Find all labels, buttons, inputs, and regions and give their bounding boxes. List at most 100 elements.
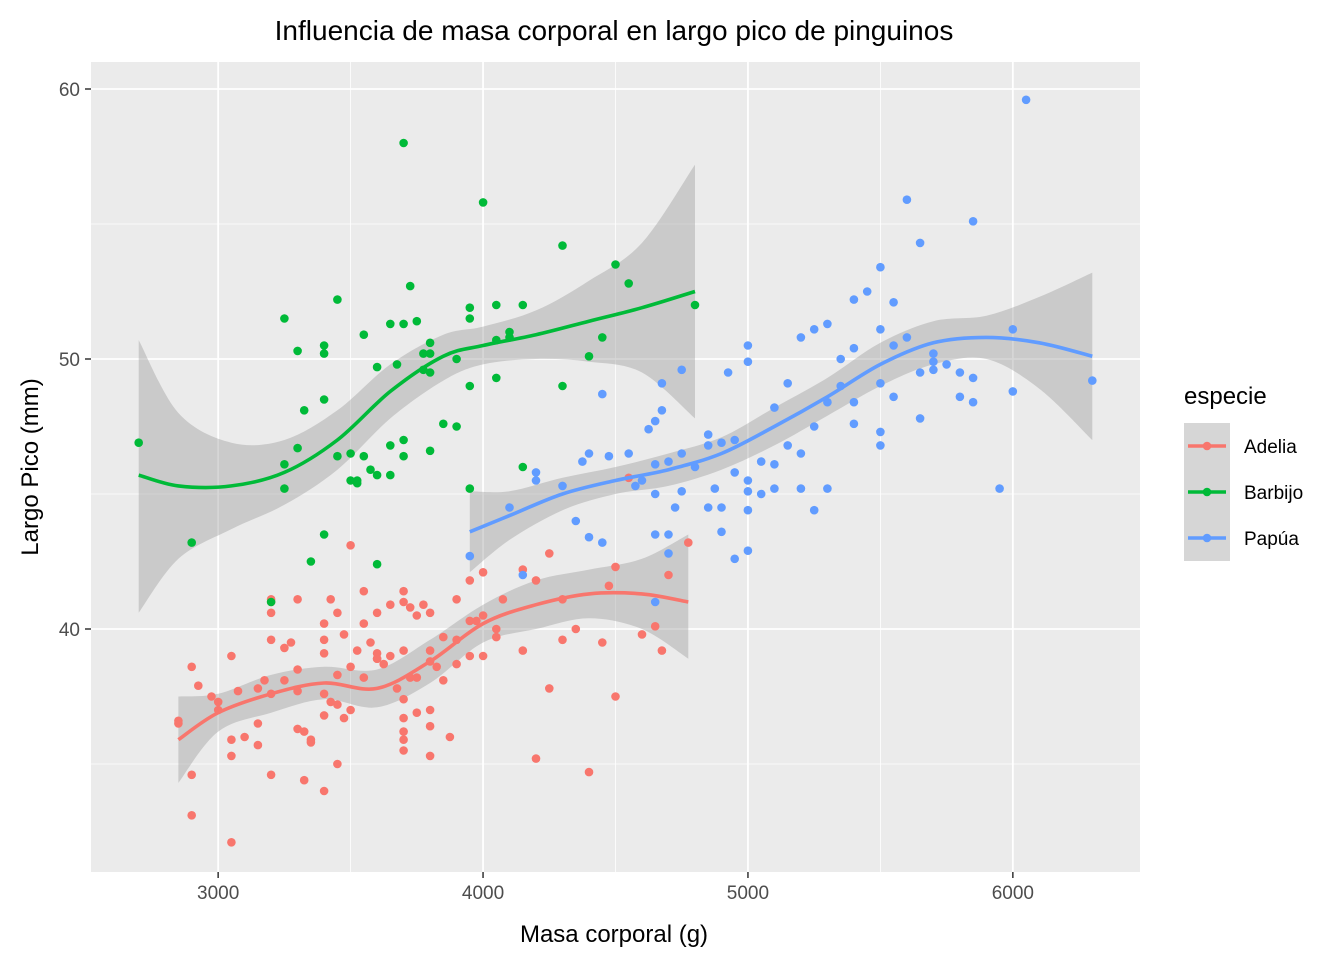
point-adelia	[465, 651, 475, 661]
point-adelia	[299, 775, 309, 785]
point-barbijo	[405, 281, 415, 291]
point-adelia	[425, 646, 435, 655]
point-adelia	[478, 611, 488, 620]
point-papua	[584, 532, 594, 542]
point-adelia	[299, 727, 309, 736]
point-adelia	[194, 681, 203, 690]
point-barbijo	[280, 484, 289, 493]
point-barbijo	[319, 395, 329, 404]
point-papua	[531, 476, 541, 485]
point-papua	[770, 484, 779, 493]
x-tick-label: 3000	[197, 883, 239, 904]
point-papua	[836, 354, 845, 364]
legend-keys: Adelia Barbijo Papúa	[1184, 423, 1303, 561]
point-papua	[723, 368, 733, 377]
point-barbijo	[399, 319, 408, 329]
point-barbijo	[333, 295, 342, 304]
point-papua	[915, 368, 925, 377]
point-papua	[730, 468, 739, 477]
point-barbijo	[346, 449, 355, 458]
point-papua	[677, 449, 686, 458]
point-barbijo	[452, 354, 461, 364]
point-papua	[1088, 376, 1097, 385]
point-papua	[717, 438, 726, 448]
point-papua	[929, 349, 938, 358]
point-adelia	[425, 608, 435, 618]
point-barbijo	[439, 419, 448, 429]
point-papua	[796, 333, 806, 342]
point-papua	[531, 468, 541, 477]
point-adelia	[379, 659, 389, 669]
point-adelia	[207, 692, 216, 701]
point-barbijo	[399, 451, 408, 461]
point-barbijo	[624, 279, 633, 288]
point-adelia	[518, 646, 528, 655]
point-adelia	[266, 608, 276, 618]
point-barbijo	[359, 451, 369, 461]
legend-label-adelia: Adelia	[1244, 437, 1297, 458]
point-barbijo	[465, 314, 475, 323]
point-barbijo	[598, 333, 607, 342]
point-adelia	[359, 586, 369, 596]
point-adelia	[227, 651, 236, 661]
point-adelia	[187, 662, 196, 672]
point-adelia	[293, 665, 302, 674]
point-adelia	[366, 638, 375, 647]
grid-minor	[91, 62, 1140, 872]
point-papua	[849, 343, 859, 353]
point-adelia	[240, 732, 249, 742]
point-papua	[770, 403, 779, 412]
legend-key-point-adelia	[1202, 441, 1212, 451]
point-barbijo	[346, 476, 355, 485]
point-adelia	[531, 754, 541, 763]
point-barbijo	[187, 538, 196, 547]
point-barbijo	[425, 446, 435, 456]
point-papua	[1008, 387, 1018, 396]
point-papua	[876, 427, 885, 437]
point-adelia	[319, 786, 329, 796]
point-adelia	[445, 732, 455, 742]
point-papua	[465, 551, 475, 561]
point-adelia	[531, 576, 541, 585]
point-adelia	[545, 549, 554, 558]
point-adelia	[359, 619, 369, 628]
point-papua	[657, 406, 667, 415]
point-adelia	[386, 600, 395, 609]
point-adelia	[333, 759, 342, 769]
point-papua	[995, 484, 1004, 493]
point-papua	[644, 424, 653, 434]
point-adelia	[492, 632, 501, 642]
point-adelia	[664, 570, 673, 580]
point-adelia	[346, 705, 355, 715]
point-papua	[809, 505, 819, 515]
point-papua	[664, 549, 673, 558]
point-papua	[743, 546, 753, 555]
point-papua	[598, 538, 607, 547]
point-adelia	[319, 689, 329, 699]
point-adelia	[425, 705, 435, 715]
point-papua	[756, 457, 766, 466]
point-adelia	[412, 708, 422, 717]
point-barbijo	[425, 368, 435, 377]
point-adelia	[399, 597, 408, 607]
point-papua	[743, 505, 753, 515]
data-points	[134, 95, 1097, 847]
point-adelia	[405, 603, 415, 612]
legend-label-barbijo: Barbijo	[1244, 483, 1303, 504]
point-papua	[598, 389, 607, 399]
point-papua	[876, 379, 885, 388]
point-adelia	[399, 746, 408, 755]
point-papua	[876, 262, 885, 272]
point-papua	[743, 476, 753, 485]
point-adelia	[425, 751, 435, 761]
point-adelia	[319, 711, 329, 720]
point-adelia	[319, 619, 329, 628]
point-adelia	[439, 632, 448, 642]
x-tick-label: 4000	[462, 883, 504, 904]
fit-line-papua	[469, 335, 1093, 534]
point-papua	[955, 368, 965, 377]
legend-key-point-papua	[1202, 533, 1212, 543]
point-adelia	[319, 649, 329, 658]
point-papua	[1008, 325, 1018, 334]
point-adelia	[478, 651, 488, 661]
